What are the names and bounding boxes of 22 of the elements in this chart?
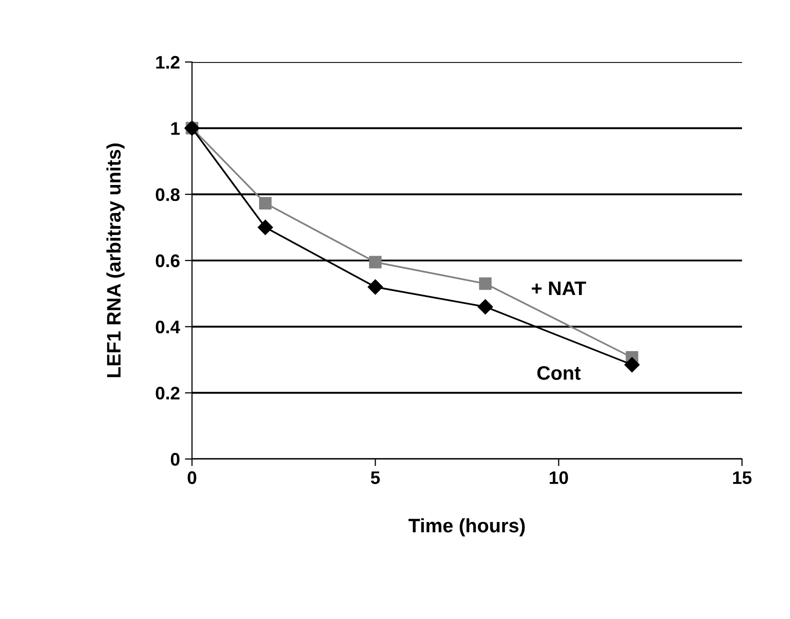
y-tick-label: 1.2 [156, 56, 180, 69]
y-axis-title: LEF1 RNA (arbitray units) [106, 144, 125, 378]
y-tick-label: 0.4 [156, 320, 180, 334]
point [258, 220, 273, 235]
series-label: Cont [537, 366, 581, 380]
point [259, 197, 272, 210]
x-tick-label: 0 [188, 471, 196, 484]
y-tick-label: 0.8 [156, 188, 180, 202]
y-tick-label: 1 [171, 122, 180, 135]
y-tick-label: 0.6 [156, 254, 180, 268]
x-tick-label: 10 [550, 471, 568, 484]
x-tick-label: 15 [733, 471, 752, 484]
point [479, 277, 492, 290]
y-tick-label: 0 [170, 452, 180, 466]
y-tick-label: 0.2 [156, 386, 180, 400]
x-axis-title: Time (hours) [408, 518, 525, 536]
series-label: + NAT [532, 282, 586, 296]
point [369, 256, 382, 268]
x-tick-label: 5 [370, 471, 380, 484]
point [478, 299, 493, 314]
point [624, 357, 640, 372]
point [368, 279, 383, 295]
